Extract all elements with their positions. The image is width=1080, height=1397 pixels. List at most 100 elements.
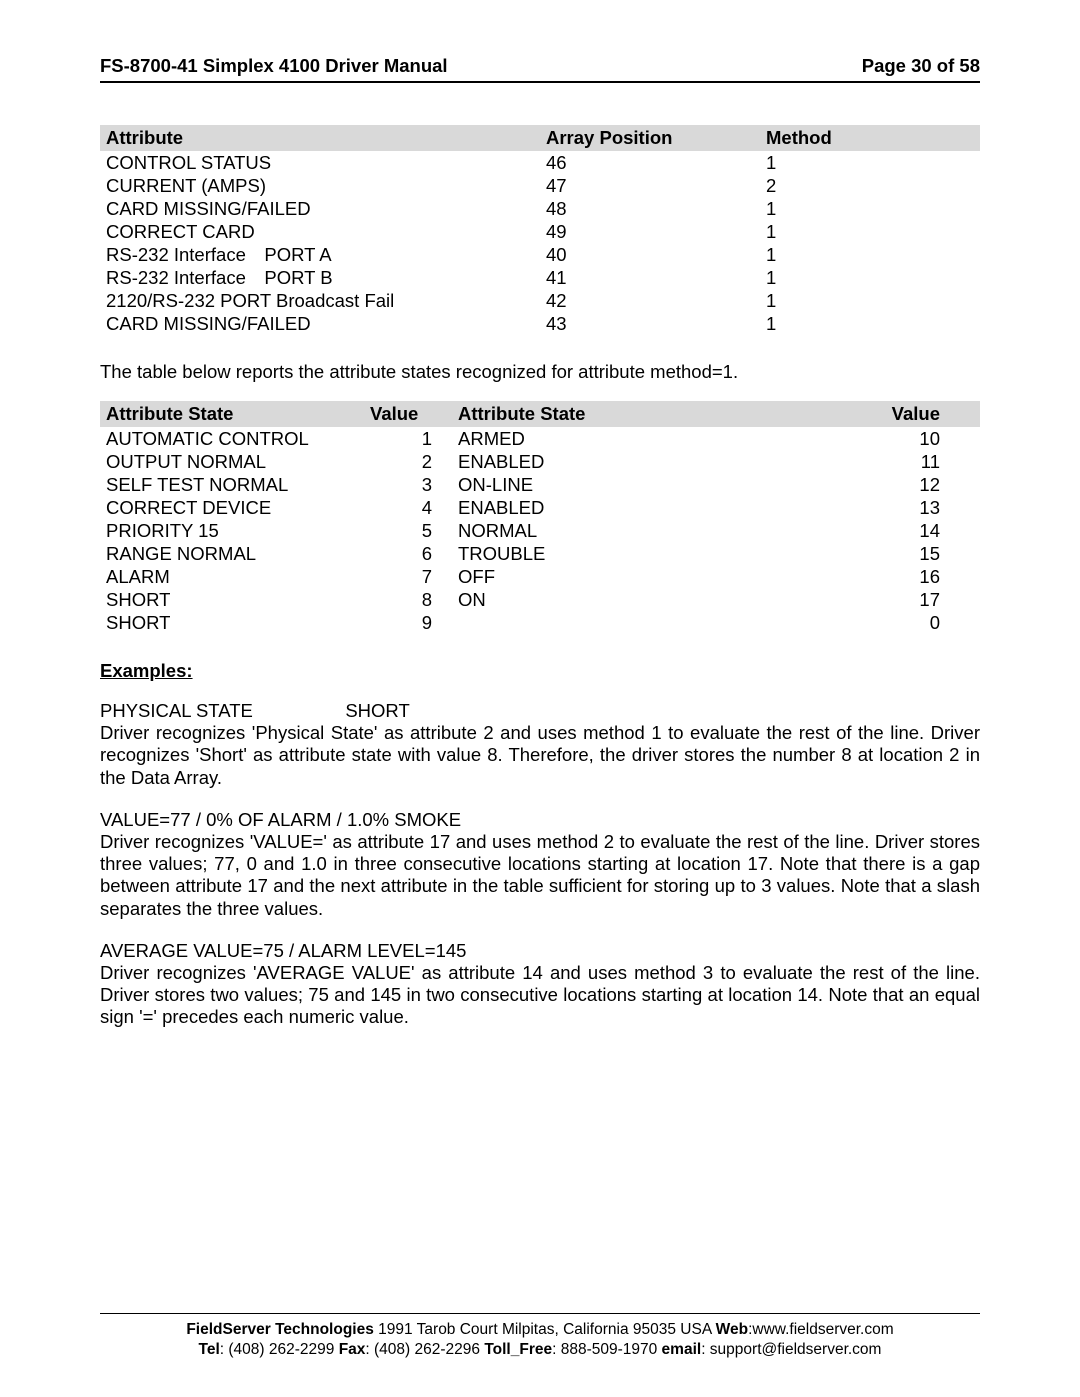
table-cell: 2 bbox=[760, 174, 980, 197]
table-cell: 15 bbox=[804, 542, 980, 565]
table-cell: 6 bbox=[364, 542, 452, 565]
table-cell: ON bbox=[452, 588, 804, 611]
table-cell: 49 bbox=[540, 220, 760, 243]
table-cell: NORMAL bbox=[452, 519, 804, 542]
table-row: RANGE NORMAL6TROUBLE15 bbox=[100, 542, 980, 565]
example-body: Driver recognizes 'AVERAGE VALUE' as att… bbox=[100, 962, 980, 1029]
table-row: PRIORITY 155NORMAL14 bbox=[100, 519, 980, 542]
table-cell: OUTPUT NORMAL bbox=[100, 450, 364, 473]
page-header: FS-8700-41 Simplex 4100 Driver Manual Pa… bbox=[100, 55, 980, 83]
table-cell: 10 bbox=[804, 427, 980, 450]
example-body: Driver recognizes 'VALUE=' as attribute … bbox=[100, 831, 980, 920]
table-row: CORRECT CARD491 bbox=[100, 220, 980, 243]
footer-tel-value: : (408) 262-2299 bbox=[220, 1341, 339, 1358]
table-cell: 0 bbox=[804, 611, 980, 634]
table-row: SELF TEST NORMAL3ON-LINE12 bbox=[100, 473, 980, 496]
footer-tollfree-label: Toll_Free bbox=[484, 1341, 552, 1358]
example-body: Driver recognizes 'Physical State' as at… bbox=[100, 722, 980, 789]
page-indicator: Page 30 of 58 bbox=[862, 55, 980, 77]
table-row: 2120/RS-232 PORT Broadcast Fail421 bbox=[100, 289, 980, 312]
table-cell: 1 bbox=[364, 427, 452, 450]
table-cell: ENABLED bbox=[452, 496, 804, 519]
table-row: ALARM7OFF16 bbox=[100, 565, 980, 588]
table-cell: OFF bbox=[452, 565, 804, 588]
table-row: CARD MISSING/FAILED481 bbox=[100, 197, 980, 220]
table-cell: CARD MISSING/FAILED bbox=[100, 312, 540, 335]
table-cell: RANGE NORMAL bbox=[100, 542, 364, 565]
table-cell: 40 bbox=[540, 243, 760, 266]
example-title: AVERAGE VALUE=75 / ALARM LEVEL=145 bbox=[100, 940, 980, 962]
footer-tel-label: Tel bbox=[199, 1341, 220, 1358]
table-cell: 16 bbox=[804, 565, 980, 588]
table-cell: AUTOMATIC CONTROL bbox=[100, 427, 364, 450]
table-row: RS-232 Interface PORT A401 bbox=[100, 243, 980, 266]
table-cell: ENABLED bbox=[452, 450, 804, 473]
table-cell: 2120/RS-232 PORT Broadcast Fail bbox=[100, 289, 540, 312]
footer-tollfree-value: : 888-509-1970 bbox=[552, 1341, 661, 1358]
table-row: CONTROL STATUS461 bbox=[100, 151, 980, 174]
table-cell: CONTROL STATUS bbox=[100, 151, 540, 174]
attribute-state-table: Attribute State Value Attribute State Va… bbox=[100, 401, 980, 634]
table-cell: SHORT bbox=[100, 611, 364, 634]
table-row: RS-232 Interface PORT B411 bbox=[100, 266, 980, 289]
table-cell: SELF TEST NORMAL bbox=[100, 473, 364, 496]
example-block: AVERAGE VALUE=75 / ALARM LEVEL=145Driver… bbox=[100, 940, 980, 1029]
table-cell: 11 bbox=[804, 450, 980, 473]
table-cell: CORRECT CARD bbox=[100, 220, 540, 243]
footer-address: 1991 Tarob Court Milpitas, California 95… bbox=[374, 1321, 716, 1338]
table-cell: 5 bbox=[364, 519, 452, 542]
footer-web-label: Web bbox=[716, 1321, 748, 1338]
table-cell: RS-232 Interface PORT B bbox=[100, 266, 540, 289]
table-row: OUTPUT NORMAL2ENABLED11 bbox=[100, 450, 980, 473]
footer-fax-label: Fax bbox=[339, 1341, 366, 1358]
table-cell: CARD MISSING/FAILED bbox=[100, 197, 540, 220]
table-row: CURRENT (AMPS)472 bbox=[100, 174, 980, 197]
footer-web-value: :www.fieldserver.com bbox=[748, 1321, 894, 1338]
example-block: VALUE=77 / 0% OF ALARM / 1.0% SMOKEDrive… bbox=[100, 809, 980, 920]
doc-title: FS-8700-41 Simplex 4100 Driver Manual bbox=[100, 55, 448, 77]
table-row: SHORT9 0 bbox=[100, 611, 980, 634]
example-block: PHYSICAL STATE SHORTDriver recognizes 'P… bbox=[100, 700, 980, 789]
table-row: CORRECT DEVICE4ENABLED13 bbox=[100, 496, 980, 519]
table-row: SHORT8ON17 bbox=[100, 588, 980, 611]
table-cell: 1 bbox=[760, 266, 980, 289]
table-cell: 48 bbox=[540, 197, 760, 220]
examples-heading: Examples: bbox=[100, 660, 980, 682]
col-attribute: Attribute bbox=[100, 125, 540, 151]
table-cell: 47 bbox=[540, 174, 760, 197]
col-attr-state-2: Attribute State bbox=[452, 401, 804, 427]
table-cell: 4 bbox=[364, 496, 452, 519]
table-cell: 1 bbox=[760, 312, 980, 335]
table-cell: TROUBLE bbox=[452, 542, 804, 565]
table-cell: 13 bbox=[804, 496, 980, 519]
table-cell: ON-LINE bbox=[452, 473, 804, 496]
table-cell: SHORT bbox=[100, 588, 364, 611]
table-cell: ARMED bbox=[452, 427, 804, 450]
table-cell: 8 bbox=[364, 588, 452, 611]
footer-email-label: email bbox=[662, 1341, 702, 1358]
table-cell: 9 bbox=[364, 611, 452, 634]
col-value-2: Value bbox=[804, 401, 980, 427]
table-cell: 1 bbox=[760, 289, 980, 312]
footer-line-1: FieldServer Technologies 1991 Tarob Cour… bbox=[100, 1320, 980, 1339]
example-title: VALUE=77 / 0% OF ALARM / 1.0% SMOKE bbox=[100, 809, 980, 831]
table-cell: 1 bbox=[760, 220, 980, 243]
table-cell: 3 bbox=[364, 473, 452, 496]
footer-email-value: : support@fieldserver.com bbox=[701, 1341, 881, 1358]
table-cell: 7 bbox=[364, 565, 452, 588]
table-cell: 12 bbox=[804, 473, 980, 496]
table-cell: 41 bbox=[540, 266, 760, 289]
table-cell: CURRENT (AMPS) bbox=[100, 174, 540, 197]
footer-company: FieldServer Technologies bbox=[186, 1321, 374, 1338]
page-container: FS-8700-41 Simplex 4100 Driver Manual Pa… bbox=[0, 0, 1080, 1397]
table-row: CARD MISSING/FAILED431 bbox=[100, 312, 980, 335]
footer-line-2: Tel: (408) 262-2299 Fax: (408) 262-2296 … bbox=[100, 1340, 980, 1359]
intro-text: The table below reports the attribute st… bbox=[100, 361, 980, 383]
table-cell bbox=[452, 611, 804, 634]
table-cell: 14 bbox=[804, 519, 980, 542]
col-method: Method bbox=[760, 125, 980, 151]
footer-fax-value: : (408) 262-2296 bbox=[365, 1341, 484, 1358]
examples-container: PHYSICAL STATE SHORTDriver recognizes 'P… bbox=[100, 700, 980, 1028]
table-cell: 2 bbox=[364, 450, 452, 473]
attribute-table: Attribute Array Position Method CONTROL … bbox=[100, 125, 980, 335]
